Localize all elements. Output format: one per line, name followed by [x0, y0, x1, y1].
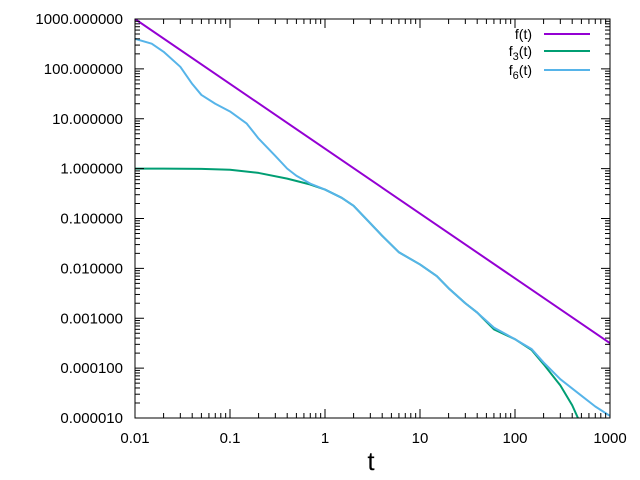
y-tick-label: 0.001000	[60, 310, 123, 327]
legend-label-subscript: 3	[513, 51, 519, 63]
series-line-3	[135, 37, 610, 417]
y-tick-label: 100.000000	[44, 61, 123, 78]
x-tick-label: 100	[502, 430, 527, 447]
legend-label-3: f6(t)	[509, 62, 532, 82]
y-tick-label: 10.000000	[52, 111, 123, 128]
y-tick-label: 0.010000	[60, 260, 123, 277]
x-tick-label: 0.01	[120, 430, 149, 447]
y-tick-label: 0.000010	[60, 410, 123, 427]
x-tick-label: 10	[412, 430, 429, 447]
x-tick-label: 1	[321, 430, 329, 447]
y-tick-label: 0.000100	[60, 360, 123, 377]
legend-label-2: f3(t)	[509, 43, 532, 63]
x-tick-label: 0.1	[220, 430, 241, 447]
y-tick-label: 0.100000	[60, 211, 123, 228]
series-group	[135, 19, 610, 418]
legend-label-base: f	[509, 43, 513, 59]
legend-label-base: f	[509, 62, 513, 78]
legend-label-subscript: 6	[513, 70, 519, 82]
legend-label-1: f(t)	[515, 26, 532, 42]
series-line-2	[135, 167, 579, 418]
y-tick-label: 1000.000000	[35, 11, 123, 28]
legend-label-suffix: (t)	[519, 43, 532, 59]
y-tick-label: 1.000000	[60, 161, 123, 178]
x-axis-title: t	[367, 446, 375, 476]
series-line-1	[135, 19, 610, 345]
legend-label-suffix: (t)	[519, 62, 532, 78]
x-tick-label: 1000	[593, 430, 626, 447]
